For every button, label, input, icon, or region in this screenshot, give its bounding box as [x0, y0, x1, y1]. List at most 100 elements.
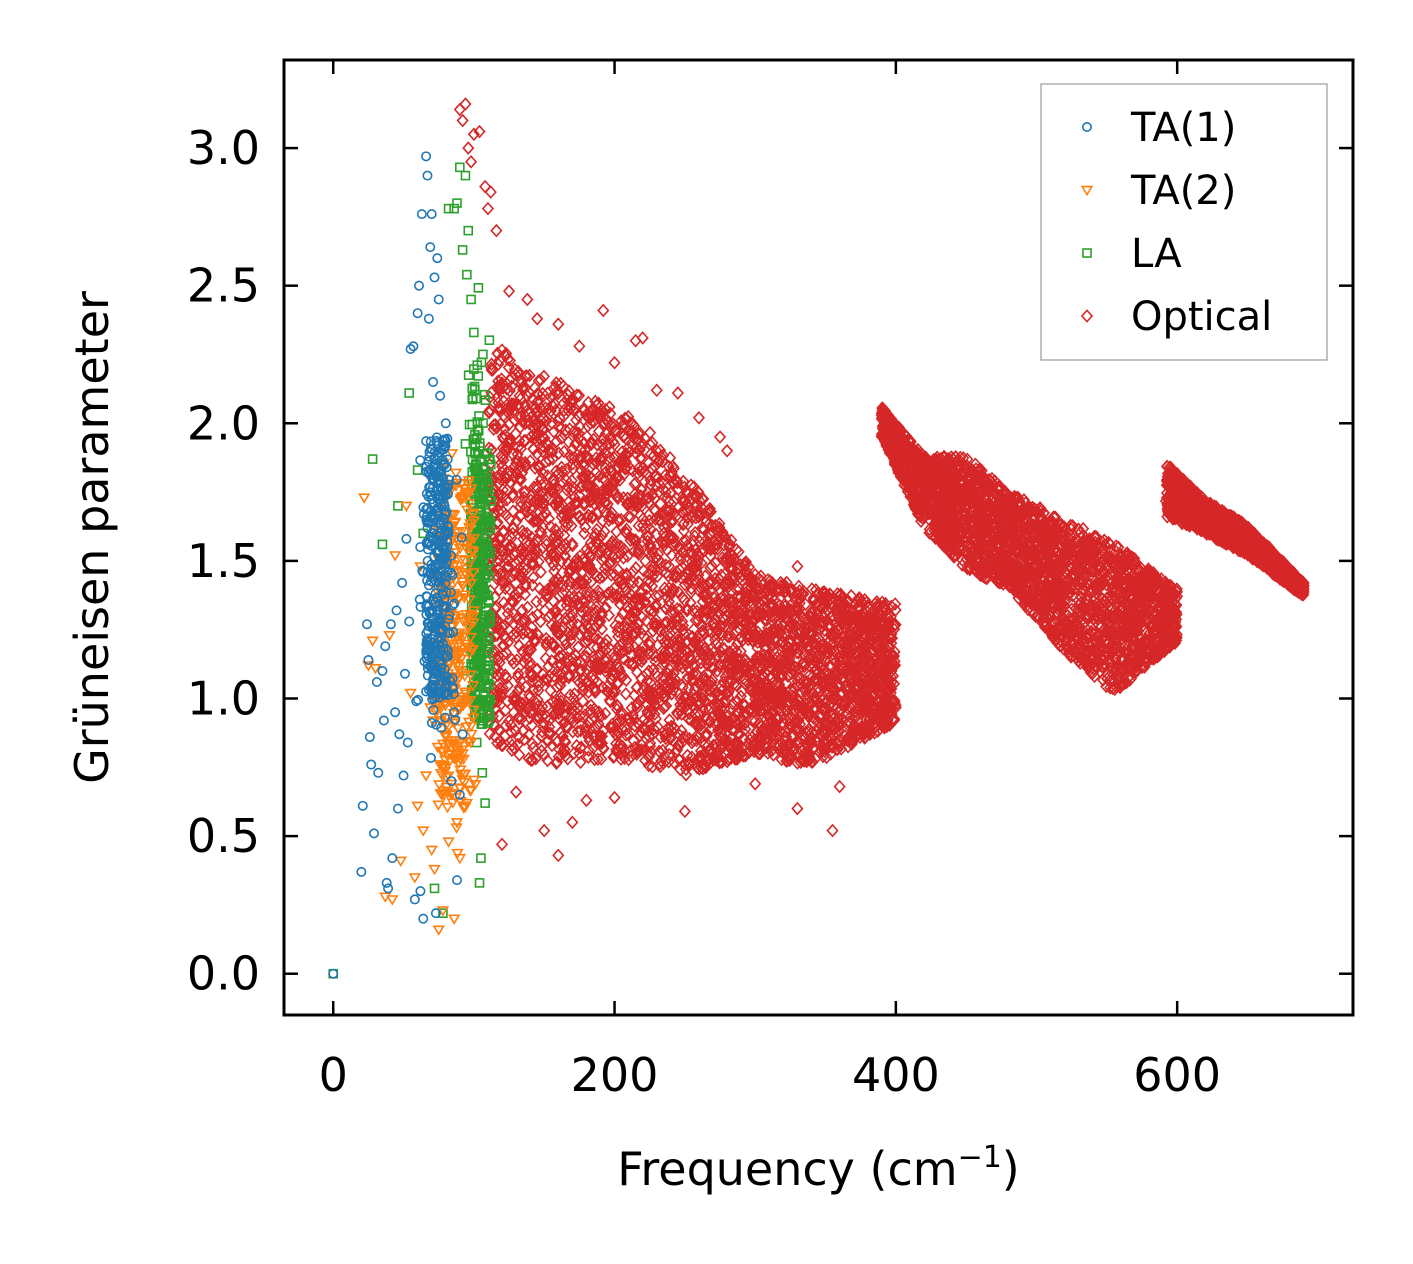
marker-optical	[524, 489, 538, 503]
marker-optical	[622, 509, 635, 524]
marker-optical	[519, 562, 533, 577]
marker-optical	[750, 607, 763, 621]
marker-optical	[584, 490, 597, 504]
marker-optical	[848, 681, 861, 696]
marker-optical	[536, 501, 549, 515]
marker-optical	[496, 544, 509, 558]
marker-optical	[774, 622, 787, 636]
marker-optical	[604, 509, 617, 523]
marker-optical	[730, 582, 743, 597]
marker-optical	[668, 755, 681, 770]
marker-optical	[857, 704, 870, 718]
marker-optical	[564, 688, 577, 702]
marker-optical	[676, 590, 689, 604]
marker-optical	[624, 496, 637, 510]
marker-optical	[537, 673, 550, 688]
marker-optical	[738, 677, 752, 691]
marker-optical	[876, 696, 889, 711]
marker-optical	[586, 456, 600, 471]
marker-optical	[704, 743, 717, 758]
marker-optical	[698, 641, 711, 655]
marker-optical	[649, 512, 662, 526]
marker-optical	[495, 544, 508, 558]
marker-optical	[571, 724, 584, 739]
marker-optical	[790, 738, 803, 752]
marker-optical	[497, 489, 510, 504]
marker-optical	[814, 728, 827, 743]
marker-optical	[585, 408, 598, 423]
marker-optical	[688, 529, 701, 543]
marker-optical	[888, 657, 901, 672]
marker-optical	[574, 755, 587, 770]
marker-optical	[638, 679, 651, 693]
marker-optical	[645, 684, 658, 699]
marker-optical	[810, 733, 823, 747]
marker-optical	[600, 633, 613, 648]
marker-optical	[755, 574, 769, 589]
marker-optical	[763, 717, 777, 732]
marker-optical	[823, 587, 836, 602]
marker-optical	[653, 756, 666, 771]
marker-optical	[706, 605, 719, 619]
marker-optical	[571, 711, 584, 725]
marker-optical	[582, 395, 595, 410]
marker-optical	[687, 756, 701, 770]
marker-optical	[607, 651, 620, 666]
marker-optical	[889, 597, 902, 611]
marker-optical	[692, 584, 706, 598]
marker-optical	[833, 654, 846, 669]
marker-optical	[864, 666, 877, 681]
marker-optical	[572, 431, 585, 446]
marker-optical	[775, 635, 788, 649]
marker-optical	[828, 729, 841, 743]
marker-optical	[532, 514, 545, 529]
marker-optical	[557, 403, 571, 418]
marker-optical	[652, 588, 666, 603]
marker-optical	[761, 694, 774, 708]
marker-optical	[702, 702, 715, 717]
marker-optical	[722, 745, 735, 759]
marker-optical	[561, 388, 574, 402]
marker-optical	[568, 404, 581, 418]
marker-optical	[649, 470, 662, 484]
marker-optical	[588, 681, 601, 695]
marker-optical	[555, 420, 568, 435]
marker-optical	[628, 431, 641, 446]
marker-optical	[859, 616, 872, 630]
marker-optical	[528, 380, 541, 395]
marker-optical	[710, 740, 723, 755]
marker-optical	[608, 474, 621, 489]
marker-optical	[508, 413, 521, 428]
marker-optical	[541, 437, 554, 452]
marker-optical	[694, 619, 708, 633]
marker-optical	[802, 735, 815, 749]
marker-optical	[521, 600, 534, 615]
marker-optical	[587, 741, 600, 755]
marker-optical	[881, 685, 895, 700]
marker-optical	[531, 496, 544, 511]
marker-optical	[518, 732, 531, 747]
marker-optical	[734, 590, 748, 604]
marker-optical	[647, 616, 660, 631]
marker-optical	[755, 703, 768, 718]
marker-optical	[568, 661, 581, 675]
marker-optical	[682, 755, 695, 770]
marker-optical	[582, 674, 595, 689]
marker-optical	[502, 714, 516, 728]
marker-optical	[499, 573, 512, 588]
marker-optical	[591, 656, 604, 671]
marker-optical	[878, 709, 892, 723]
marker-optical	[741, 661, 754, 676]
marker-optical	[527, 420, 540, 434]
marker-optical	[775, 726, 788, 740]
marker-optical	[676, 504, 689, 519]
marker-optical	[640, 666, 653, 681]
marker-optical	[564, 563, 578, 578]
marker-optical	[713, 619, 726, 634]
marker-optical	[489, 417, 502, 432]
marker-optical	[568, 490, 581, 505]
marker-optical	[599, 706, 612, 721]
marker-optical	[553, 411, 566, 425]
marker-optical	[659, 529, 672, 544]
series-optical	[453, 97, 1310, 863]
